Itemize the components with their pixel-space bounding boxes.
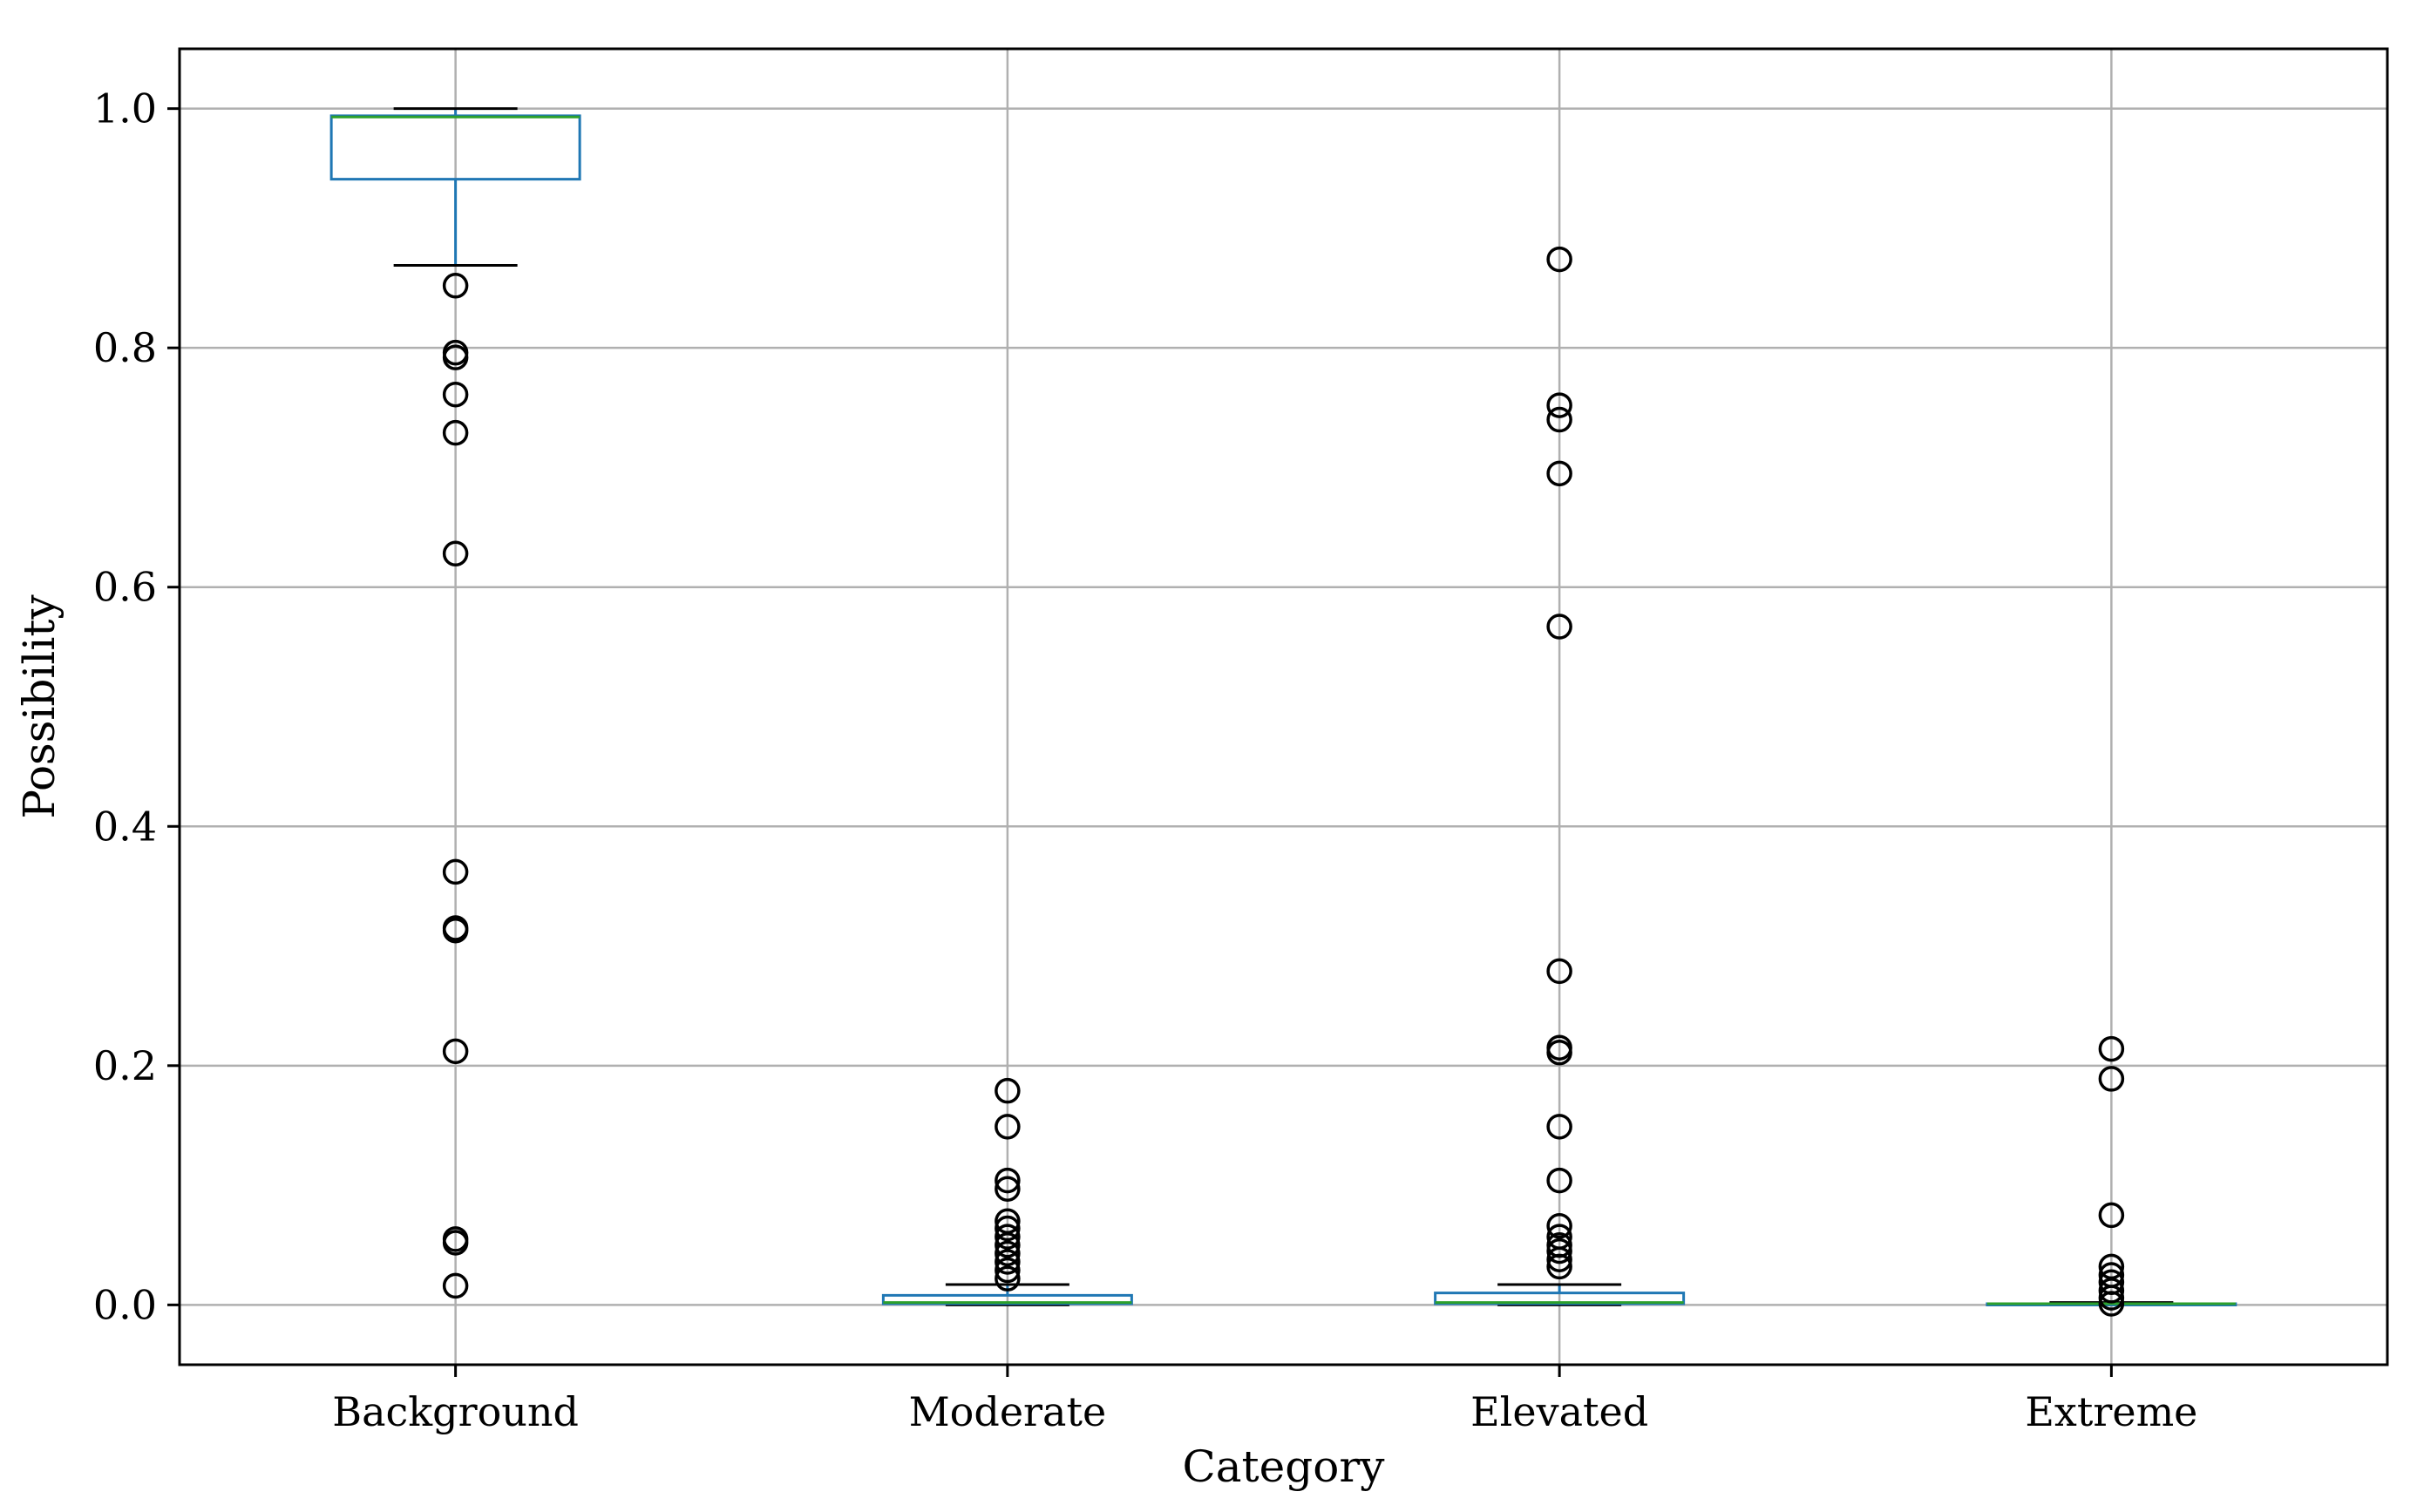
outlier-point bbox=[2098, 1202, 2125, 1229]
x-tick-label: Elevated bbox=[1470, 1388, 1648, 1435]
outlier-point bbox=[442, 381, 469, 408]
y-tick-label: 0.8 bbox=[93, 324, 157, 371]
outlier-point bbox=[442, 273, 469, 299]
outlier-point bbox=[2098, 1035, 2125, 1062]
outlier-point bbox=[1546, 1237, 1572, 1265]
outlier-point bbox=[1546, 1253, 1572, 1280]
outlier-point bbox=[2098, 1066, 2125, 1092]
ticks: 0.0 0.2 0.4 0.6 0.8 1.0 Background Moderate Elev… bbox=[93, 85, 2198, 1435]
outlier-point bbox=[1546, 460, 1572, 487]
outlier-point bbox=[1546, 614, 1572, 640]
y-tick-label: 0.2 bbox=[93, 1042, 157, 1089]
outlier-point bbox=[442, 419, 469, 446]
outlier-point bbox=[1546, 1213, 1572, 1239]
outlier-point bbox=[995, 1249, 1021, 1275]
outlier-point bbox=[1546, 958, 1572, 985]
x-tick-label: Moderate bbox=[909, 1388, 1107, 1435]
y-tick-label: 0.6 bbox=[93, 564, 157, 611]
outlier-point bbox=[442, 1272, 469, 1299]
outlier-point bbox=[1546, 246, 1572, 273]
outlier-point bbox=[995, 1231, 1021, 1258]
outlier-point bbox=[995, 1167, 1021, 1194]
y-axis-label: Possibility bbox=[14, 594, 64, 819]
outlier-point bbox=[442, 858, 469, 885]
x-axis-label: Category bbox=[1182, 1441, 1385, 1492]
plot-frame bbox=[178, 47, 2389, 1366]
outlier-point bbox=[995, 1257, 1021, 1284]
outlier-point bbox=[2098, 1291, 2125, 1317]
outlier-point bbox=[995, 1077, 1021, 1104]
outlier-point bbox=[995, 1215, 1021, 1242]
y-tick-label: 0.4 bbox=[93, 803, 157, 850]
outlier-point bbox=[1546, 1167, 1572, 1194]
outlier-point bbox=[995, 1176, 1021, 1202]
outlier-point bbox=[442, 917, 469, 944]
outlier-point bbox=[995, 1224, 1021, 1250]
outlier-point bbox=[1546, 1246, 1572, 1272]
y-tick-label: 0.0 bbox=[93, 1281, 157, 1328]
outlier-point bbox=[442, 1038, 469, 1065]
x-tick-label: Extreme bbox=[2025, 1388, 2197, 1435]
outlier-point bbox=[442, 1230, 469, 1256]
x-tick-label: Background bbox=[332, 1388, 579, 1435]
outlier-point bbox=[995, 1114, 1021, 1140]
outlier-point bbox=[1546, 1114, 1572, 1140]
outlier-point bbox=[995, 1240, 1021, 1267]
grid bbox=[180, 49, 2387, 1365]
outlier-point bbox=[1546, 406, 1572, 433]
outlier-point bbox=[1546, 1039, 1572, 1066]
outliers bbox=[442, 246, 2125, 1317]
outlier-point bbox=[1546, 392, 1572, 418]
outlier-point bbox=[995, 1265, 1021, 1292]
y-tick-label: 1.0 bbox=[93, 85, 157, 132]
outlier-point bbox=[442, 344, 469, 370]
outlier-point bbox=[2098, 1278, 2125, 1304]
outlier-point bbox=[442, 540, 469, 567]
boxes bbox=[329, 107, 2237, 1306]
